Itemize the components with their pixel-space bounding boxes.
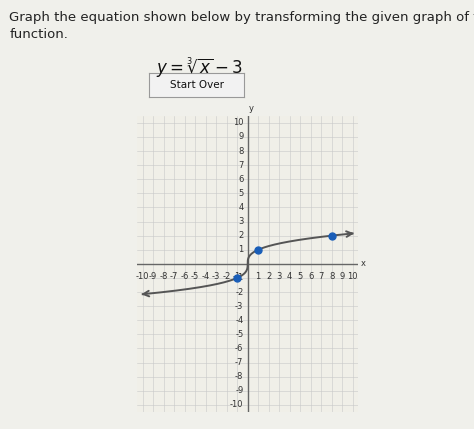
- Text: 10: 10: [233, 118, 244, 127]
- Text: 4: 4: [238, 203, 244, 212]
- Text: 1: 1: [238, 245, 244, 254]
- Text: 10: 10: [347, 272, 358, 281]
- Text: -1: -1: [233, 272, 241, 281]
- Text: -5: -5: [191, 272, 199, 281]
- Text: 5: 5: [238, 189, 244, 198]
- Text: -1: -1: [235, 273, 244, 282]
- Text: 9: 9: [339, 272, 345, 281]
- Text: 7: 7: [238, 161, 244, 169]
- Text: Graph the equation shown below by transforming the given graph of the parent: Graph the equation shown below by transf…: [9, 11, 474, 24]
- Text: 8: 8: [329, 272, 334, 281]
- Text: -3: -3: [212, 272, 220, 281]
- Text: 6: 6: [238, 175, 244, 184]
- Text: -6: -6: [235, 344, 244, 353]
- Text: -10: -10: [230, 400, 244, 409]
- Text: -7: -7: [170, 272, 178, 281]
- Text: 3: 3: [276, 272, 282, 281]
- Text: x: x: [361, 260, 365, 268]
- Text: -9: -9: [149, 272, 157, 281]
- Text: 5: 5: [298, 272, 303, 281]
- Text: 4: 4: [287, 272, 292, 281]
- Text: -10: -10: [136, 272, 149, 281]
- Text: -3: -3: [235, 302, 244, 311]
- Text: 7: 7: [319, 272, 324, 281]
- Text: -4: -4: [235, 316, 244, 325]
- Text: 8: 8: [238, 147, 244, 156]
- Text: -6: -6: [181, 272, 189, 281]
- Text: $y = \sqrt[3]{x} - 3$: $y = \sqrt[3]{x} - 3$: [155, 56, 243, 79]
- Text: -4: -4: [201, 272, 210, 281]
- Text: 6: 6: [308, 272, 313, 281]
- Text: 9: 9: [238, 133, 244, 142]
- Text: -7: -7: [235, 358, 244, 367]
- Text: y: y: [248, 104, 253, 113]
- Text: 2: 2: [238, 231, 244, 240]
- Text: -2: -2: [235, 287, 244, 296]
- Text: -9: -9: [235, 386, 244, 395]
- Text: -5: -5: [235, 330, 244, 339]
- Text: Start Over: Start Over: [170, 80, 224, 90]
- Text: 1: 1: [255, 272, 261, 281]
- Text: -2: -2: [223, 272, 231, 281]
- Text: 2: 2: [266, 272, 271, 281]
- Text: -8: -8: [160, 272, 168, 281]
- Text: function.: function.: [9, 28, 68, 41]
- Text: 3: 3: [238, 217, 244, 226]
- Text: -8: -8: [235, 372, 244, 381]
